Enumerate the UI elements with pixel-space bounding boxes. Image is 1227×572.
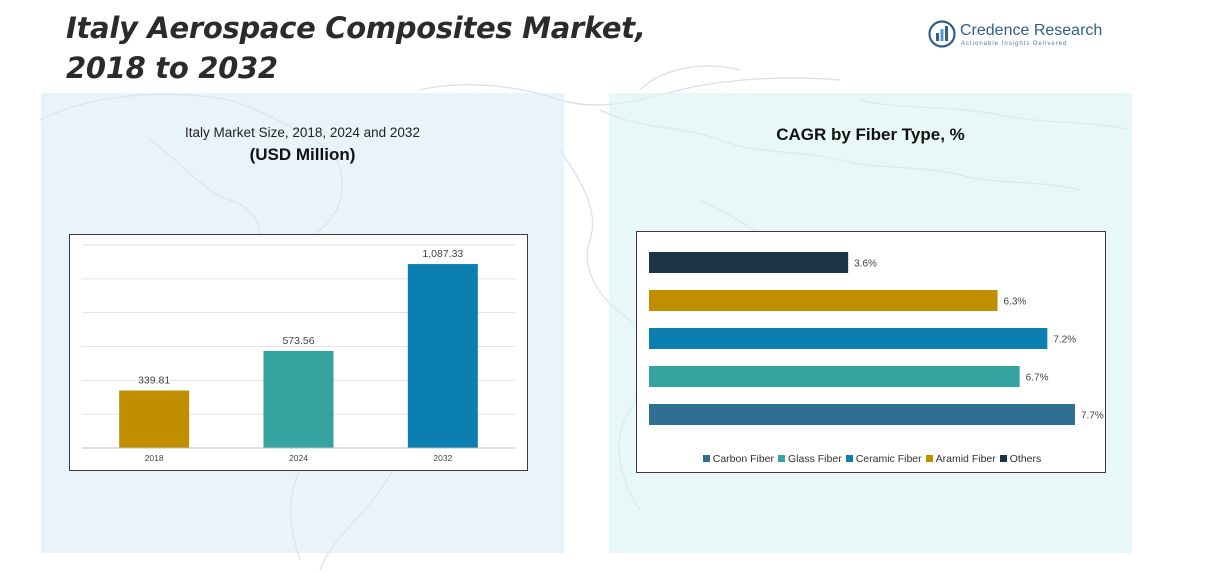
legend-item: Carbon Fiber (702, 453, 775, 465)
legend-label: Others (1009, 453, 1042, 465)
legend-item: Ceramic Fiber (845, 453, 922, 465)
legend-swatch (845, 455, 853, 462)
cagr-chart-frame: 3.6% 6.3% 7.2% 6.7% 7.7% Carbon Fiber Glass F… (636, 231, 1106, 473)
x-tick-label: 2032 (433, 453, 452, 463)
hbar-glass-fiber (649, 366, 1020, 387)
market-size-chart-frame: 339.81 2018 573.56 2024 1,087.33 2032 (69, 234, 528, 471)
hbar-value-label: 3.6% (854, 259, 877, 270)
legend-swatch (778, 455, 786, 462)
cagr-horizontal-bar-chart: 3.6% 6.3% 7.2% 6.7% 7.7% (649, 252, 1104, 425)
x-tick-label: 2018 (145, 453, 164, 463)
bar-value-label: 573.56 (282, 335, 314, 347)
hbar-value-label: 7.7% (1081, 411, 1104, 422)
hbar-ceramic-fiber (649, 328, 1048, 349)
hbar-carbon-fiber (649, 404, 1075, 425)
legend-swatch (999, 455, 1007, 462)
legend-label: Ceramic Fiber (855, 453, 922, 465)
logo-tagline: Actionable Insights Delivered (961, 41, 1068, 47)
legend-item: Others (999, 453, 1042, 465)
legend-label: Glass Fiber (788, 453, 842, 465)
bar-value-label: 339.81 (138, 375, 170, 387)
legend-swatch (702, 455, 710, 462)
title-line-1: Italy Aerospace Composites Market, (66, 11, 646, 45)
bar-value-label: 1,087.33 (422, 248, 463, 260)
logo-chart-icon (928, 20, 956, 48)
bar-2032 (407, 264, 478, 448)
hbar-value-label: 6.3% (1004, 297, 1027, 308)
x-tick-label: 2024 (289, 453, 308, 463)
market-size-bar-chart: 339.81 2018 573.56 2024 1,087.33 2032 (82, 244, 515, 463)
legend-label: Aramid Fiber (935, 453, 996, 465)
page-title: Italy Aerospace Composites Market, 2018 … (66, 8, 686, 88)
legend-swatch (925, 455, 933, 462)
hbar-value-label: 6.7% (1026, 373, 1049, 384)
title-line-2: 2018 to 2032 (66, 51, 278, 85)
hbar-aramid-fiber (649, 290, 998, 311)
cagr-legend: Carbon Fiber Glass Fiber Ceramic Fiber Aram… (637, 453, 1107, 465)
cagr-chart-title: CAGR by Fiber Type, % (776, 125, 965, 144)
legend-label: Carbon Fiber (712, 453, 775, 465)
legend-item: Aramid Fiber (925, 453, 996, 465)
legend-item: Glass Fiber (778, 453, 842, 465)
credence-research-logo: Credence Research Actionable Insights De… (928, 20, 1118, 52)
bar-2018 (119, 390, 190, 448)
hbar-others (649, 252, 849, 273)
hbar-value-label: 7.2% (1053, 335, 1076, 346)
logo-name: Credence Research (960, 22, 1103, 39)
market-size-chart-title: Italy Market Size, 2018, 2024 and 2032 (185, 125, 420, 140)
market-size-chart-units: (USD Million) (249, 145, 356, 164)
bar-2024 (263, 350, 334, 448)
